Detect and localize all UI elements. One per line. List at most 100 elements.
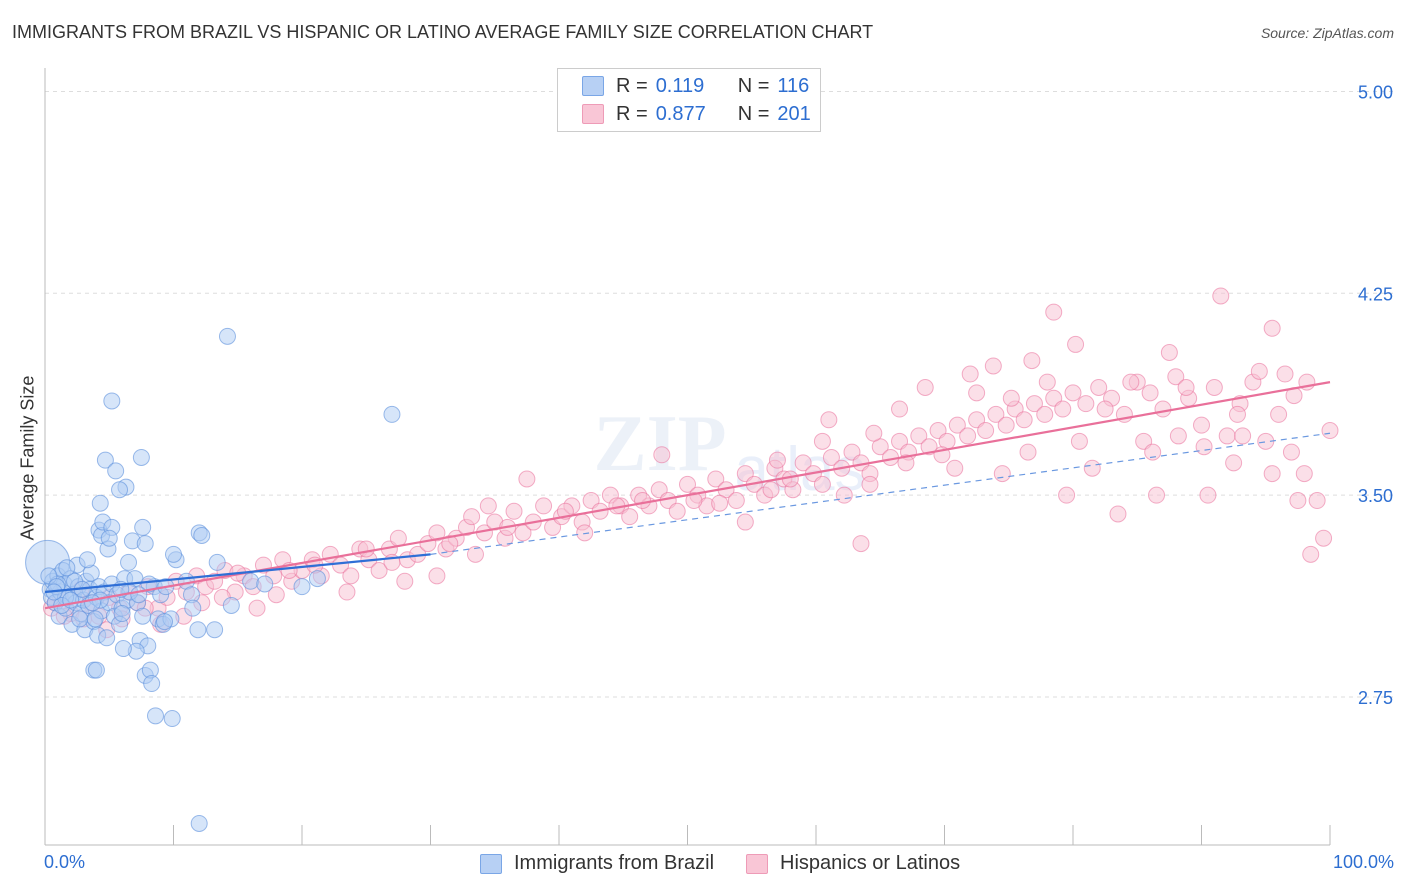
brazil-point xyxy=(132,448,150,466)
brazil-point xyxy=(165,545,182,563)
hispanic-point xyxy=(1141,384,1159,402)
hispanic-point xyxy=(396,572,414,590)
hispanic-point xyxy=(762,481,780,499)
hispanic-point xyxy=(621,508,639,526)
brazil-point xyxy=(114,640,132,658)
hispanic-point xyxy=(1167,368,1185,386)
brazil-point xyxy=(134,607,152,625)
hispanic-point xyxy=(1144,443,1162,461)
brazil-point xyxy=(222,596,240,614)
hispanic-point xyxy=(984,357,1002,375)
hispanic-legend-swatch xyxy=(746,853,768,874)
hispanic-point xyxy=(897,454,915,472)
hispanic-swatch xyxy=(582,104,604,124)
hispanic-point xyxy=(1096,400,1114,418)
legend-label: Immigrants from Brazil xyxy=(514,852,715,874)
brazil-trend-extension xyxy=(430,432,1331,555)
stats-row-hispanic: R = 0.877 N = 201 xyxy=(582,100,811,128)
hispanic-point xyxy=(977,422,995,440)
brazil-point xyxy=(140,575,158,593)
hispanic-point xyxy=(997,416,1015,434)
y-tick-labels: 2.75 3.50 4.25 5.00 xyxy=(1358,82,1393,708)
hispanic-point xyxy=(822,448,840,466)
hispanic-point xyxy=(248,599,266,617)
y-tick-label: 2.75 xyxy=(1358,688,1393,708)
hispanic-point xyxy=(1195,438,1213,456)
hispanic-point xyxy=(685,492,703,510)
y-tick-label: 3.50 xyxy=(1358,486,1393,506)
hispanic-point xyxy=(835,486,853,504)
hispanic-point xyxy=(1148,486,1166,504)
brazil-point xyxy=(308,570,326,588)
brazil-point xyxy=(91,494,109,512)
legend-item-brazil[interactable]: Immigrants from Brazil xyxy=(480,852,714,875)
hispanic-point xyxy=(1045,303,1063,321)
brazil-point xyxy=(58,559,76,577)
hispanic-point xyxy=(1058,486,1076,504)
hispanic-point xyxy=(1263,319,1281,337)
hispanic-point xyxy=(968,384,986,402)
hispanic-point xyxy=(1090,378,1108,396)
n-value: 116 xyxy=(777,74,810,97)
hispanic-point xyxy=(736,513,754,531)
hispanic-point xyxy=(1295,465,1313,483)
hispanic-point xyxy=(576,524,594,542)
hispanic-point xyxy=(727,492,745,510)
hispanic-point xyxy=(1025,395,1043,413)
n-value: 201 xyxy=(777,102,811,125)
hispanic-point xyxy=(711,494,729,512)
n-label: N = xyxy=(737,74,770,97)
brazil-point xyxy=(87,661,105,679)
y-tick-label: 4.25 xyxy=(1358,284,1393,304)
brazil-point xyxy=(143,675,161,693)
svg-text:ZIP: ZIP xyxy=(593,400,726,488)
n-label: N = xyxy=(737,102,770,125)
brazil-point xyxy=(218,327,236,345)
hispanic-point xyxy=(1302,545,1320,563)
legend-item-hispanic[interactable]: Hispanics or Latinos xyxy=(746,852,960,875)
stats-row-brazil: R = 0.119 N = 116 xyxy=(582,72,809,100)
legend-label: Hispanics or Latinos xyxy=(780,852,961,874)
brazil-point xyxy=(86,610,104,628)
hispanic-point xyxy=(1038,373,1056,391)
brazil-trend-line xyxy=(44,553,431,594)
r-value: 0.877 xyxy=(655,102,706,125)
hispanic-point xyxy=(479,497,497,515)
brazil-point xyxy=(193,527,211,545)
brazil-point xyxy=(156,613,174,631)
stats-legend: R = 0.119 N = 116 R = 0.877 N = 201 xyxy=(557,68,821,132)
brazil-point xyxy=(189,621,207,639)
brazil-point xyxy=(96,451,114,469)
hispanic-point xyxy=(946,459,964,477)
hispanic-point xyxy=(338,583,356,601)
hispanic-point xyxy=(948,416,966,434)
hispanic-point xyxy=(1019,443,1037,461)
hispanic-point xyxy=(768,451,786,469)
brazil-point xyxy=(206,621,224,639)
hispanic-point xyxy=(920,438,938,456)
hispanic-point xyxy=(653,446,671,464)
hispanic-point xyxy=(389,529,407,547)
hispanic-point xyxy=(505,502,523,520)
hispanic-point xyxy=(1199,486,1217,504)
hispanic-point xyxy=(1218,427,1236,445)
hispanic-point xyxy=(634,492,652,510)
hispanic-point xyxy=(993,465,1011,483)
brazil-point xyxy=(383,405,401,423)
x-tick-left: 0.0% xyxy=(44,852,86,872)
brazil-point xyxy=(107,462,125,480)
hispanic-point xyxy=(428,567,446,585)
hispanic-point xyxy=(1308,492,1326,510)
brazil-point xyxy=(136,535,154,553)
brazil-point xyxy=(208,553,226,571)
hispanic-point xyxy=(1054,400,1072,418)
hispanic-point xyxy=(1070,432,1088,450)
hispanic-point xyxy=(1077,395,1095,413)
brazil-point xyxy=(256,575,274,593)
hispanic-point xyxy=(463,508,481,526)
brazil-point xyxy=(242,572,260,590)
r-value: 0.119 xyxy=(655,74,705,97)
brazil-point xyxy=(293,578,311,596)
hispanic-point xyxy=(707,470,725,488)
brazil-point xyxy=(113,605,131,623)
